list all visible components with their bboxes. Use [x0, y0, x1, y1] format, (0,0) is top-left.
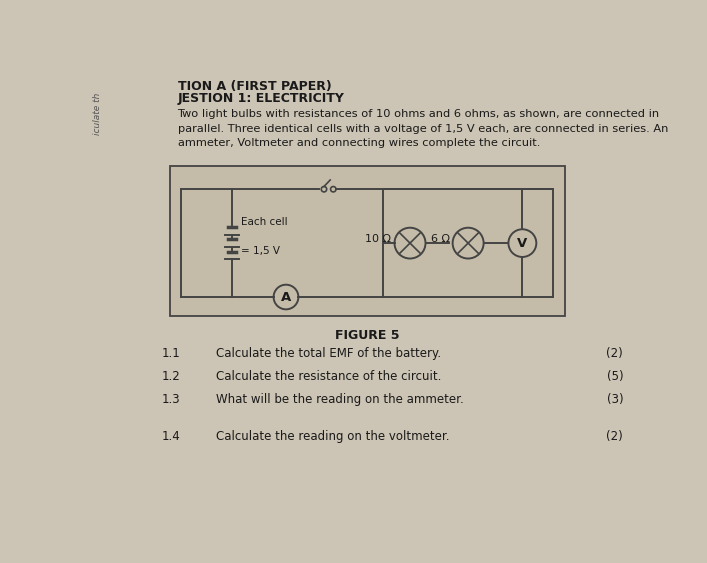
Text: 1.2: 1.2 [162, 370, 181, 383]
Circle shape [395, 227, 426, 258]
Text: Calculate the total EMF of the battery.: Calculate the total EMF of the battery. [216, 347, 441, 360]
Text: = 1,5 V: = 1,5 V [241, 246, 280, 256]
Text: Calculate the reading on the voltmeter.: Calculate the reading on the voltmeter. [216, 430, 450, 443]
Bar [170, 166, 565, 316]
Text: Calculate the resistance of the circuit.: Calculate the resistance of the circuit. [216, 370, 442, 383]
Text: Two light bulbs with resistances of 10 ohms and 6 ohms, as shown, are connected : Two light bulbs with resistances of 10 o… [177, 109, 668, 148]
Text: (5): (5) [607, 370, 623, 383]
Text: (2): (2) [607, 430, 623, 443]
Text: 1.3: 1.3 [162, 394, 180, 406]
Text: Each cell: Each cell [241, 217, 288, 226]
Circle shape [452, 227, 484, 258]
Circle shape [274, 285, 298, 309]
Text: FIGURE 5: FIGURE 5 [335, 329, 399, 342]
Text: JESTION 1: ELECTRICITY: JESTION 1: ELECTRICITY [177, 92, 344, 105]
Text: (2): (2) [607, 347, 623, 360]
Text: 1.4: 1.4 [162, 430, 181, 443]
Text: (3): (3) [607, 394, 623, 406]
Text: What will be the reading on the ammeter.: What will be the reading on the ammeter. [216, 394, 464, 406]
Text: 1.1: 1.1 [162, 347, 181, 360]
Circle shape [321, 186, 327, 192]
Text: V: V [518, 236, 527, 249]
Circle shape [508, 229, 537, 257]
Circle shape [331, 186, 336, 192]
Text: TION A (FIRST PAPER): TION A (FIRST PAPER) [177, 80, 332, 93]
Text: A: A [281, 291, 291, 303]
Text: iculate th: iculate th [93, 92, 103, 135]
Text: 10 Ω: 10 Ω [366, 234, 392, 244]
Text: 6 Ω: 6 Ω [431, 234, 450, 244]
